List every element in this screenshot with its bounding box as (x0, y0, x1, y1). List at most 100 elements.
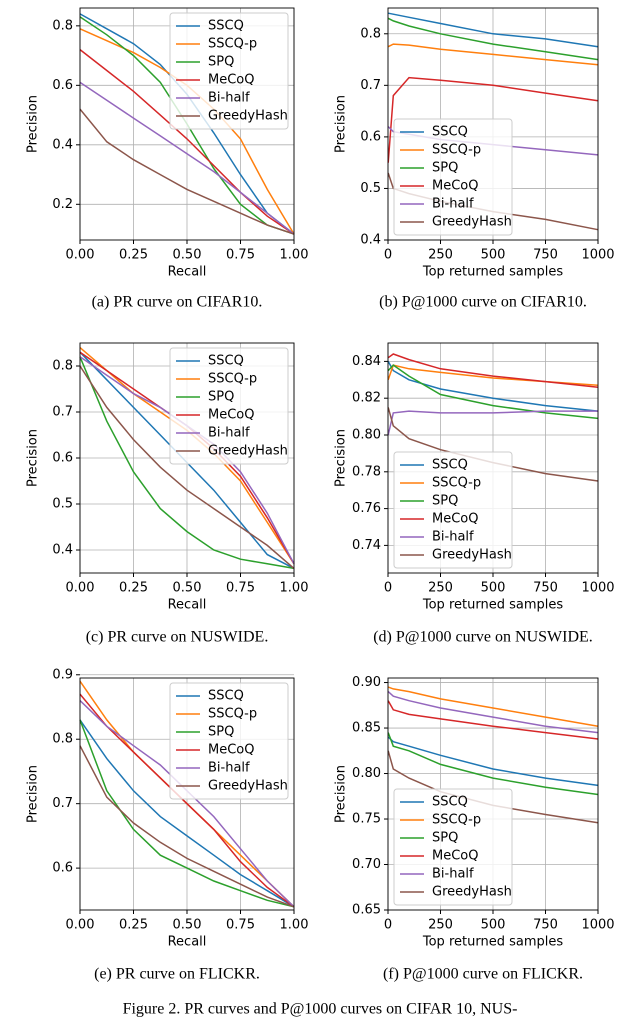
legend-label: GreedyHash (208, 109, 288, 124)
x-tick-label: 1000 (581, 918, 614, 933)
legend-label: GreedyHash (208, 444, 288, 459)
y-tick-label: 0.76 (352, 501, 381, 516)
legend-label: MeCoQ (432, 512, 478, 527)
x-tick-label: 0.00 (66, 581, 95, 596)
caption: (a) PR curve on CIFAR10. (92, 294, 263, 311)
y-tick-label: 0.4 (360, 233, 381, 248)
x-axis-label: Top returned samples (422, 598, 563, 613)
caption: (f) P@1000 curve on FLICKR. (383, 966, 583, 983)
x-tick-label: 250 (428, 248, 453, 263)
x-tick-label: 1000 (581, 581, 614, 596)
x-tick-label: 0 (384, 248, 392, 263)
x-tick-label: 0.50 (173, 918, 202, 933)
x-axis-label: Recall (168, 598, 207, 613)
y-tick-label: 0.84 (352, 354, 381, 369)
y-tick-label: 0.82 (352, 391, 381, 406)
x-tick-label: 1.00 (280, 248, 309, 263)
series-line (79, 108, 295, 235)
legend-label: Bi-half (432, 530, 474, 545)
x-tick-label: 0.75 (226, 918, 255, 933)
y-tick-label: 0.80 (352, 428, 381, 443)
legend-label: GreedyHash (208, 779, 288, 794)
plot-frame (387, 342, 599, 574)
legend-box (393, 118, 513, 236)
x-tick-label: 250 (428, 581, 453, 596)
y-tick-label: 0.85 (352, 721, 381, 736)
y-tick-label: 0.75 (352, 812, 381, 827)
legend-label: Bi-half (432, 867, 474, 882)
y-tick-label: 0.6 (360, 129, 381, 144)
legend-label: SPQ (208, 390, 234, 405)
figure-caption: Figure 2. PR curves and P@1000 curves on… (123, 1001, 518, 1017)
y-tick-label: 0.80 (352, 766, 381, 781)
x-tick-label: 0.75 (226, 581, 255, 596)
x-tick-label: 750 (533, 581, 558, 596)
x-axis-label: Recall (168, 935, 207, 950)
series-line (387, 691, 599, 734)
series-line (79, 365, 295, 569)
x-tick-label: 0 (384, 581, 392, 596)
x-tick-label: 0.50 (173, 581, 202, 596)
y-axis-label: Precision (334, 429, 349, 487)
x-tick-label: 750 (533, 918, 558, 933)
x-tick-label: 0.25 (119, 918, 148, 933)
legend-label: Bi-half (208, 761, 250, 776)
legend-box (393, 451, 513, 569)
legend-label: SSCQ (208, 354, 244, 369)
y-axis-label: Precision (334, 95, 349, 153)
y-axis-label: Precision (26, 95, 41, 153)
legend-label: SPQ (208, 725, 234, 740)
y-tick-label: 0.78 (352, 464, 381, 479)
series-line (79, 693, 295, 908)
plot-frame (387, 677, 599, 911)
y-tick-label: 0.74 (352, 538, 381, 553)
series-line (387, 407, 599, 482)
legend-label: MeCoQ (208, 743, 254, 758)
x-axis-label: Top returned samples (422, 265, 563, 280)
y-tick-label: 0.5 (52, 497, 73, 512)
legend-label: SSCQ (208, 689, 244, 704)
series-line (387, 686, 599, 727)
x-tick-label: 500 (481, 918, 506, 933)
legend-label: SPQ (432, 494, 458, 509)
y-tick-label: 0.6 (52, 78, 73, 93)
series-line (387, 700, 599, 740)
series-line (387, 43, 599, 66)
series-line (387, 76, 599, 163)
y-tick-label: 0.5 (360, 181, 381, 196)
legend-label: SSCQ (432, 458, 468, 473)
caption: (c) PR curve on NUSWIDE. (86, 629, 269, 646)
legend-label: SSCQ (432, 795, 468, 810)
x-tick-label: 750 (533, 248, 558, 263)
x-tick-label: 0 (384, 918, 392, 933)
legend-label: GreedyHash (432, 215, 512, 230)
series-line (387, 17, 599, 61)
y-axis-label: Precision (26, 765, 41, 823)
caption: (d) P@1000 curve on NUSWIDE. (373, 629, 593, 646)
legend-label: MeCoQ (208, 408, 254, 423)
legend-label: SPQ (432, 161, 458, 176)
legend-label: SSCQ (432, 125, 468, 140)
plot-frame (79, 677, 295, 911)
series-line (79, 719, 295, 908)
x-tick-label: 0.00 (66, 248, 95, 263)
y-tick-label: 0.9 (52, 667, 73, 682)
plot-frame (79, 342, 295, 574)
legend-label: MeCoQ (432, 849, 478, 864)
legend-label: MeCoQ (432, 179, 478, 194)
legend-label: Bi-half (208, 91, 250, 106)
y-tick-label: 0.7 (360, 78, 381, 93)
x-tick-label: 0.50 (173, 248, 202, 263)
plot-frame (387, 7, 599, 241)
x-tick-label: 0.25 (119, 581, 148, 596)
y-tick-label: 0.8 (360, 26, 381, 41)
y-tick-label: 0.65 (352, 903, 381, 918)
legend-box (169, 12, 289, 130)
x-tick-label: 0.25 (119, 248, 148, 263)
legend-label: GreedyHash (432, 885, 512, 900)
legend-box (169, 347, 289, 465)
y-tick-label: 0.4 (52, 543, 73, 558)
legend-box (169, 682, 289, 800)
